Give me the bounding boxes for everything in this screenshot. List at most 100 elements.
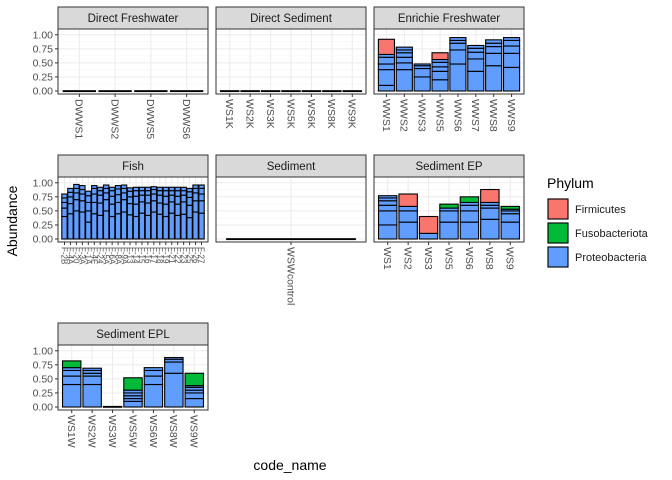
facet-strip-label: Fish <box>122 161 144 173</box>
bar-segment-proteobacteria <box>480 207 500 220</box>
bar-segment-proteobacteria <box>174 195 181 205</box>
bar-segment-proteobacteria <box>449 37 467 41</box>
bar-segment-proteobacteria <box>82 367 102 372</box>
y-tick-label: 0.50 <box>33 205 54 217</box>
x-tick-label: WWS5 <box>433 99 445 132</box>
bar-segment-proteobacteria <box>449 63 467 92</box>
bar-segment-proteobacteria <box>156 202 164 215</box>
bar-segment-proteobacteria <box>73 187 80 194</box>
bar-segment-proteobacteria <box>260 90 281 93</box>
bar-segment-proteobacteria <box>168 186 175 192</box>
facet-panel: Fish 0.00 0.25 0.50 0.75 1.00 F-2BF-4AF-20F-3A… <box>33 154 209 265</box>
x-tick-label: F-24 <box>95 247 104 264</box>
bar-segment-proteobacteria <box>79 185 86 191</box>
facet-panel: Direct Sediment WS1K WS2K WS3K WS5K WS6K WS8K W… <box>215 6 367 129</box>
bar-segment-proteobacteria <box>91 201 98 215</box>
bar-segment-proteobacteria <box>108 186 116 192</box>
bar-segment-proteobacteria <box>502 66 521 92</box>
bar-segment-proteobacteria <box>485 65 503 92</box>
bar-segment-proteobacteria <box>120 187 128 194</box>
bar-segment-proteobacteria <box>144 186 152 192</box>
x-tick-label: WS1K <box>223 99 235 129</box>
bar-segment-proteobacteria <box>138 186 146 192</box>
y-tick-label: 0.75 <box>33 359 54 371</box>
legend-item-label: Fusobacteriota <box>575 228 649 240</box>
bar-segment-proteobacteria <box>180 186 187 192</box>
bar-segment-proteobacteria <box>132 195 140 205</box>
bar-segment-proteobacteria <box>439 221 459 240</box>
facet-strip-label: Sediment EPL <box>96 329 170 341</box>
bar-segment-proteobacteria <box>377 195 398 199</box>
x-tick-label: F-8A <box>113 247 122 265</box>
bar-segment-proteobacteria <box>219 90 240 93</box>
bar-segment-proteobacteria <box>120 192 128 201</box>
x-tick-label: F-19 <box>161 247 170 264</box>
bar-segment-proteobacteria <box>168 212 175 240</box>
bar-segment-proteobacteria <box>120 211 128 240</box>
bar-segment-proteobacteria <box>322 90 342 93</box>
facet-strip <box>57 322 209 346</box>
bar-segment-proteobacteria <box>126 196 134 205</box>
bar-segment-proteobacteria <box>467 51 485 60</box>
bar-segment-proteobacteria <box>186 217 193 240</box>
bar-segment-proteobacteria <box>186 196 193 206</box>
x-tick-label: WS1 <box>381 247 393 270</box>
facet-strip <box>215 154 367 178</box>
bar-segment-proteobacteria <box>180 213 187 240</box>
x-tick-label: WWS7 <box>469 99 481 132</box>
y-tick-label: 1.00 <box>33 177 54 189</box>
x-tick-label: WSWcontrol <box>284 247 296 305</box>
bar-segment-proteobacteria <box>96 202 104 216</box>
bar-segment-proteobacteria <box>79 193 86 202</box>
x-tick-label: WS6K <box>305 99 317 129</box>
bar-segment-proteobacteria <box>61 201 68 209</box>
bar-segment-proteobacteria <box>459 210 480 223</box>
bar-segment-proteobacteria <box>138 212 146 240</box>
bar-segment-proteobacteria <box>449 42 467 51</box>
bar-segment-proteobacteria <box>480 218 500 240</box>
bar-segment-proteobacteria <box>485 46 503 54</box>
x-tick-label: F-25 <box>185 247 194 264</box>
bar-segment-proteobacteria <box>91 193 98 204</box>
bar-segment-proteobacteria <box>439 210 459 223</box>
bar-segment-proteobacteria <box>79 188 86 195</box>
bar-segment-proteobacteria <box>67 203 74 215</box>
facet-strip-label: Enrichie Freshwater <box>398 13 500 25</box>
legend-key-swatch <box>547 198 569 220</box>
bar-segment-proteobacteria <box>156 190 164 196</box>
bar-segment-firmicutes <box>480 188 500 204</box>
x-tick-label: F-4E <box>89 247 98 264</box>
legend: Phylum Firmicutes Fusobacteriota Proteobac… <box>547 175 649 268</box>
facet-panel: Enrichie Freshwater WWS1 WWS2 WWS3 WWS5 WWS6 W… <box>373 6 525 132</box>
bar-segment-proteobacteria <box>198 187 205 195</box>
legend-title: Phylum <box>547 175 594 191</box>
legend-key-swatch <box>547 246 569 268</box>
bar-segment-proteobacteria <box>186 204 193 219</box>
bar-segment-proteobacteria <box>143 383 164 408</box>
bar-segment-proteobacteria <box>102 199 110 212</box>
x-tick-label: F-14 <box>131 247 140 264</box>
x-tick-label: WS6 <box>463 247 475 270</box>
x-tick-label: WS5 <box>442 247 454 270</box>
bar-segment-fusobacteriota <box>61 360 82 369</box>
bar-segment-proteobacteria <box>144 202 152 216</box>
x-tick-label: F-5A <box>101 247 110 265</box>
bar-segment-proteobacteria <box>192 192 199 202</box>
y-tick-label: 0.75 <box>33 43 54 55</box>
bar-segment-proteobacteria <box>174 203 181 216</box>
bar-segment-proteobacteria <box>73 192 80 201</box>
bar-segment-proteobacteria <box>168 201 175 214</box>
bar-segment-proteobacteria <box>413 76 431 92</box>
x-tick-label: WS3 <box>422 247 434 270</box>
bar-segment-proteobacteria <box>73 199 80 212</box>
bar-segment-proteobacteria <box>198 212 205 240</box>
y-tick-label: 0.25 <box>33 219 54 231</box>
bar-segment-proteobacteria <box>398 221 418 240</box>
bar-segment-proteobacteria <box>150 186 158 191</box>
bar-segment-firmicutes <box>377 38 396 56</box>
bar-segment-proteobacteria <box>485 52 503 67</box>
facet-strip-label: Direct Sediment <box>250 13 333 25</box>
x-tick-label: F-22 <box>173 247 182 264</box>
facet-panel: Direct Freshwater 0.00 0.25 0.50 0.75 1.00 DWW… <box>33 6 209 139</box>
bar-segment-proteobacteria <box>377 210 398 226</box>
